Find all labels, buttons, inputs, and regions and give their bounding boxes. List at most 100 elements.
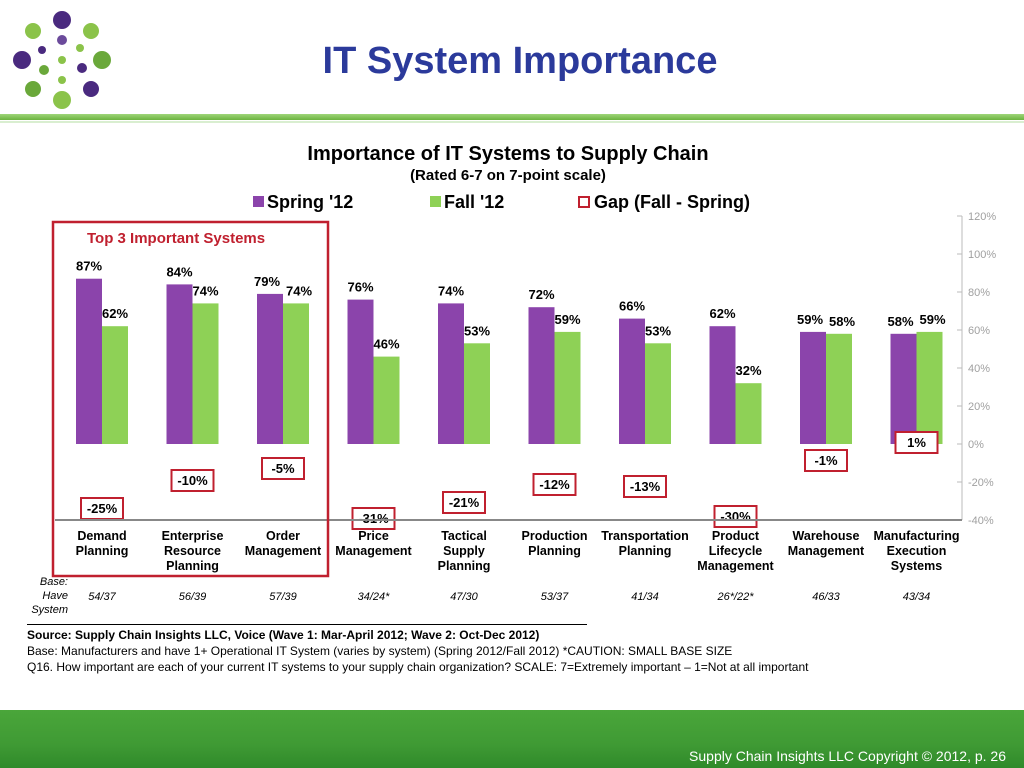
gap-label: -1% bbox=[814, 453, 838, 468]
importance-chart: Importance of IT Systems to Supply Chain… bbox=[31, 143, 996, 616]
y-tick-label: -40% bbox=[968, 515, 994, 527]
category-label: Price bbox=[358, 529, 389, 543]
y-tick-label: 120% bbox=[968, 211, 996, 223]
bar-fall-label: 59% bbox=[554, 312, 580, 327]
footer-copyright: Supply Chain Insights LLC Copyright © 20… bbox=[689, 748, 1006, 764]
category-label: Production bbox=[522, 529, 588, 543]
category-labels-group: DemandPlanningEnterpriseResourcePlanning… bbox=[76, 529, 960, 573]
bar-spring bbox=[890, 333, 917, 444]
gap-box bbox=[170, 469, 215, 492]
gap-box bbox=[442, 491, 486, 514]
category-label: Product bbox=[712, 529, 760, 543]
bar-spring-label: 58% bbox=[887, 314, 913, 329]
category-label: Execution bbox=[887, 544, 947, 558]
bar-spring-label: 76% bbox=[347, 280, 373, 295]
title-divider bbox=[0, 114, 1024, 120]
bar-spring-label: 87% bbox=[76, 259, 102, 274]
y-tick-label: 100% bbox=[968, 249, 996, 261]
bar-spring bbox=[709, 326, 736, 444]
bar-fall bbox=[916, 331, 943, 444]
bar-fall bbox=[192, 303, 219, 444]
bar-spring bbox=[619, 318, 645, 444]
bar-fall-label: 74% bbox=[192, 283, 218, 298]
y-tick-label: 20% bbox=[968, 401, 990, 413]
bar-spring-label: 84% bbox=[166, 264, 192, 279]
legend-swatch-spring bbox=[253, 196, 264, 207]
legend-swatch-fall bbox=[430, 196, 441, 207]
base-value: 26*/22* bbox=[716, 591, 754, 603]
bars-group: 87%62%84%74%79%74% 76%46%74%53%72%59%66%5… bbox=[76, 259, 946, 444]
gap-label: 1% bbox=[907, 435, 926, 450]
bar-fall-label: 58% bbox=[829, 314, 855, 329]
bar-spring-label: 59% bbox=[797, 312, 823, 327]
category-label: Resource bbox=[164, 544, 221, 558]
gap-label: -10% bbox=[177, 473, 208, 488]
gap-label: -30% bbox=[720, 509, 751, 524]
category-label: Transportation bbox=[601, 529, 689, 543]
source-divider bbox=[27, 624, 587, 625]
title-divider-light bbox=[0, 121, 1024, 123]
bar-fall bbox=[554, 331, 581, 444]
category-label: Planning bbox=[438, 559, 491, 573]
category-label: Enterprise bbox=[162, 529, 224, 543]
gap-box bbox=[351, 507, 396, 530]
gap-box bbox=[804, 449, 848, 472]
category-label: Management bbox=[697, 559, 774, 573]
question-note: Q16. How important are each of your curr… bbox=[27, 660, 809, 674]
slide-title: IT System Importance bbox=[322, 40, 718, 82]
base-note: Base: Manufacturers and have 1+ Operatio… bbox=[27, 644, 733, 658]
category-label: Planning bbox=[528, 544, 581, 558]
y-tick-label: -20% bbox=[968, 477, 994, 489]
category-label: Supply bbox=[443, 544, 485, 558]
chart-subtitle: (Rated 6-7 on 7-point scale) bbox=[410, 167, 606, 184]
bar-fall bbox=[826, 333, 852, 444]
base-value: 54/37 bbox=[88, 591, 116, 603]
category-label: Management bbox=[245, 544, 322, 558]
bar-spring-label: 72% bbox=[528, 287, 554, 302]
y-tick-label: 40% bbox=[968, 363, 990, 375]
chart-title: Importance of IT Systems to Supply Chain bbox=[307, 143, 708, 165]
base-value: 47/30 bbox=[450, 591, 478, 603]
category-label: Lifecycle bbox=[709, 544, 763, 558]
gap-label: -31% bbox=[358, 511, 389, 526]
legend-label-gap: Gap (Fall - Spring) bbox=[594, 192, 750, 212]
base-value: 57/39 bbox=[269, 591, 297, 603]
bar-fall-label: 74% bbox=[286, 283, 312, 298]
category-label: Planning bbox=[166, 559, 219, 573]
bar-fall-label: 62% bbox=[102, 306, 128, 321]
bar-spring-label: 66% bbox=[619, 299, 645, 314]
bar-fall bbox=[373, 356, 400, 444]
category-label: Demand bbox=[77, 529, 126, 543]
category-label: Management bbox=[788, 544, 865, 558]
gap-box bbox=[713, 505, 758, 528]
bar-fall bbox=[645, 343, 671, 444]
base-value: 56/39 bbox=[179, 591, 207, 603]
gap-box bbox=[894, 431, 939, 454]
bar-spring bbox=[257, 293, 283, 444]
y-tick-label: 60% bbox=[968, 325, 990, 337]
gap-label: -5% bbox=[271, 461, 295, 476]
bar-spring-label: 62% bbox=[709, 306, 735, 321]
y-tick-label: 80% bbox=[968, 287, 990, 299]
bar-fall bbox=[102, 326, 128, 444]
bar-spring bbox=[800, 331, 826, 444]
base-label: Base: bbox=[40, 576, 68, 588]
top3-highlight-label: Top 3 Important Systems bbox=[87, 230, 265, 247]
gap-labels-group: -25% -10% -5% -31% -21% -12% -13% -30% -1% 1% bbox=[80, 431, 939, 530]
base-label: System bbox=[31, 604, 68, 616]
bar-spring bbox=[76, 278, 102, 444]
base-value: 34/24* bbox=[358, 591, 391, 603]
bar-fall-label: 53% bbox=[645, 323, 671, 338]
bar-fall bbox=[464, 343, 490, 444]
category-label: Warehouse bbox=[793, 529, 860, 543]
category-label: Systems bbox=[891, 559, 942, 573]
source-note: Source: Supply Chain Insights LLC, Voice… bbox=[27, 628, 540, 642]
category-label: Order bbox=[266, 529, 300, 543]
bar-spring bbox=[528, 307, 555, 444]
category-label: Planning bbox=[619, 544, 672, 558]
base-values-group: 54/37 56/39 57/39 34/24* 47/30 53/37 41/34 26*/… bbox=[31, 576, 930, 616]
base-value: 46/33 bbox=[812, 591, 840, 603]
legend-swatch-gap bbox=[578, 196, 590, 208]
bar-fall-label: 32% bbox=[735, 363, 761, 378]
gap-box bbox=[532, 473, 577, 496]
